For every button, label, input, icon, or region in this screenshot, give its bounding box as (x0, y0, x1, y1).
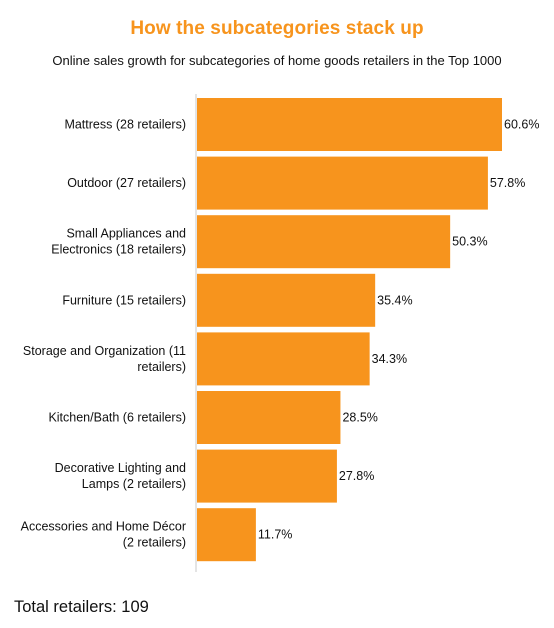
category-label: Accessories and Home Décor (2 retailers) (21, 520, 186, 550)
category-label: Storage and Organization (11 retailers) (23, 344, 186, 374)
bars-group: 60.6% Mattress (28 retailers) 57.8% Outdoor… (21, 98, 539, 562)
category-label: Kitchen/Bath (6 retailers) (48, 411, 186, 425)
category-label: Furniture (15 retailers) (62, 293, 186, 307)
bar-chart: 60.6% Mattress (28 retailers) 57.8% Outdoor… (21, 94, 539, 572)
value-label: 34.3% (372, 352, 407, 366)
bar (197, 391, 341, 444)
category-label: Small Appliances and Electronics (18 reta… (51, 227, 186, 257)
category-label: Mattress (28 retailers) (64, 118, 186, 132)
value-label: 27.8% (339, 469, 374, 483)
value-label: 28.5% (342, 411, 377, 425)
value-label: 35.4% (377, 293, 412, 307)
total-retailers-footer: Total retailers: 109 (14, 598, 149, 616)
category-label: Decorative Lighting and Lamps (2 retailer… (55, 461, 186, 491)
value-label: 50.3% (452, 235, 487, 249)
value-label: 57.8% (490, 176, 525, 190)
bar (197, 508, 256, 562)
bar (197, 156, 488, 210)
value-label: 60.6% (504, 118, 539, 132)
category-label: Outdoor (27 retailers) (67, 176, 186, 190)
bar (197, 215, 451, 269)
bar (197, 273, 376, 327)
chart-title: How the subcategories stack up (130, 18, 424, 39)
value-label: 11.7% (258, 528, 293, 542)
bar (197, 449, 337, 503)
bar (197, 332, 370, 386)
chart-subtitle: Online sales growth for subcategories of… (52, 53, 502, 68)
bar (197, 98, 502, 151)
